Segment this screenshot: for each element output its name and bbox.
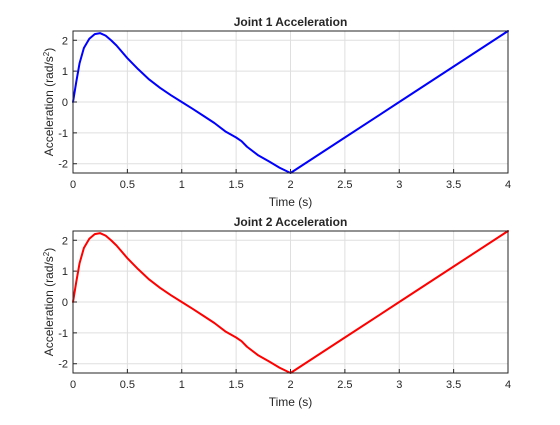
- y-axis-label-1-main: Acceleration (rad/s: [42, 56, 56, 156]
- x-tick-label: 2: [287, 179, 293, 191]
- chart-panel-2: 0 0.5 1 1.5 2 2.5 3 3.5 4 -2 -1 0 1 2 Joint 2 Acceler…: [42, 215, 512, 409]
- y-tick-label: 1: [62, 66, 68, 78]
- x-tick-label: 1: [179, 179, 185, 191]
- x-tick-label: 2.5: [337, 179, 352, 191]
- y-tick-label: -1: [58, 328, 68, 340]
- x-tick-label: 1.5: [228, 379, 243, 391]
- x-tick-label: 0: [70, 379, 76, 391]
- y-tick-label: -2: [58, 159, 68, 171]
- axes-1-ticks: 0 0.5 1 1.5 2 2.5 3 3.5 4 -2 -1 0 1 2: [58, 35, 511, 191]
- y-axis-label-1-close: ): [42, 48, 56, 52]
- x-tick-label: 4: [505, 379, 511, 391]
- chart-panel-1: 0 0.5 1 1.5 2 2.5 3 3.5 4 -2 -1 0 1 2 Joint 1 Acceler…: [42, 15, 512, 209]
- axes-2-ticks: 0 0.5 1 1.5 2 2.5 3 3.5 4 -2 -1 0 1 2: [58, 235, 511, 391]
- x-tick-label: 0.5: [120, 379, 135, 391]
- y-tick-label: 2: [62, 235, 68, 247]
- y-axis-label-1-superscript: 2: [42, 51, 51, 56]
- x-tick-label: 2: [287, 379, 293, 391]
- y-tick-label: 1: [62, 266, 68, 278]
- chart-title-1: Joint 1 Acceleration: [234, 15, 348, 29]
- x-tick-label: 3: [396, 179, 402, 191]
- y-tick-label: 2: [62, 35, 68, 47]
- x-axis-label-1: Time (s): [269, 195, 313, 209]
- y-axis-label-2-close: ): [42, 248, 56, 252]
- axes-1-series: [72, 30, 509, 174]
- y-tick-label: 0: [62, 97, 68, 109]
- y-axis-label-2-superscript: 2: [42, 251, 51, 256]
- x-tick-label: 2.5: [337, 379, 352, 391]
- x-tick-label: 0.5: [120, 179, 135, 191]
- chart-title-2: Joint 2 Acceleration: [234, 215, 348, 229]
- axes-2-series: [72, 230, 509, 374]
- x-tick-label: 1: [179, 379, 185, 391]
- y-tick-label: -1: [58, 128, 68, 140]
- series-line-2: [72, 230, 509, 374]
- x-tick-label: 0: [70, 179, 76, 191]
- y-tick-label: 0: [62, 297, 68, 309]
- x-axis-label-2: Time (s): [269, 395, 313, 409]
- y-axis-label-1: Acceleration (rad/s2): [42, 48, 57, 157]
- x-tick-label: 1.5: [228, 179, 243, 191]
- x-tick-label: 4: [505, 179, 511, 191]
- y-axis-label-2-main: Acceleration (rad/s: [42, 256, 56, 356]
- series-line-1: [72, 30, 509, 174]
- x-tick-label: 3.5: [446, 179, 461, 191]
- axes-2-grid: [72, 231, 509, 373]
- y-tick-label: -2: [58, 359, 68, 371]
- x-tick-label: 3.5: [446, 379, 461, 391]
- x-tick-label: 3: [396, 379, 402, 391]
- y-axis-label-2: Acceleration (rad/s2): [42, 248, 57, 357]
